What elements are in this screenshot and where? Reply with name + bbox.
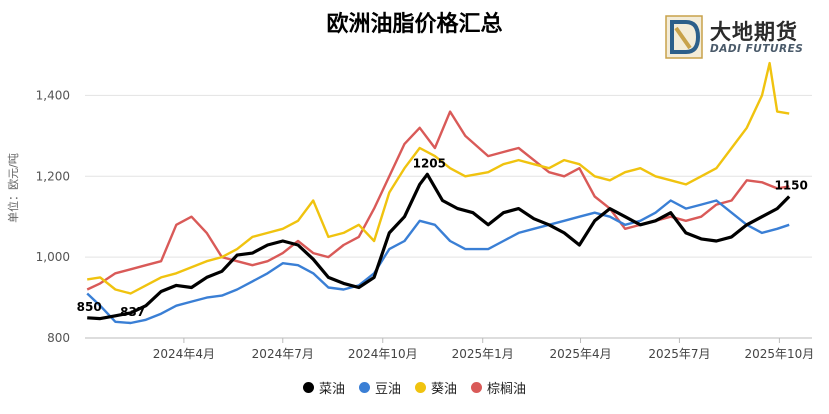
data-label: 850	[77, 300, 102, 314]
series-line-0	[87, 172, 791, 321]
logo-name: 大地期货	[710, 20, 798, 44]
legend-label: 豆油	[374, 382, 401, 397]
legend-label: 葵油	[431, 382, 458, 397]
data-label: 1205	[413, 156, 446, 170]
legend-swatch	[471, 382, 483, 393]
legend-item-0: 菜油	[302, 378, 345, 397]
legend-item-2: 葵油	[415, 378, 457, 397]
logo-subtitle: DADI FUTURES	[710, 43, 804, 55]
data-label: 837	[120, 305, 145, 319]
series-line-3	[86, 110, 790, 291]
legend-swatch	[358, 382, 370, 393]
y-tick-label: 800	[47, 331, 70, 345]
x-tick-label: 2024年10月	[348, 347, 418, 361]
x-tick-label: 2025年1月	[452, 347, 514, 361]
legend-item-3: 棕榈油	[471, 378, 526, 397]
legend-swatch	[415, 382, 426, 393]
series-line-2	[87, 61, 790, 295]
legend-label: 棕榈油	[487, 382, 527, 397]
x-tick-label: 2025年4月	[549, 347, 611, 361]
y-tick-label: 1,000	[36, 250, 70, 264]
x-tick-label: 2024年7月	[252, 347, 314, 361]
legend-swatch	[302, 382, 314, 393]
series-line-1	[86, 199, 790, 325]
legend-label: 菜油	[318, 382, 345, 397]
x-tick-label: 2025年7月	[648, 347, 710, 361]
x-tick-label: 2024年4月	[153, 347, 215, 361]
x-tick-label: 2025年10月	[744, 347, 814, 361]
y-tick-label: 1,200	[36, 169, 70, 183]
logo-mark-icon	[665, 15, 703, 59]
company-logo: 大地期货 DADI FUTURES	[664, 14, 824, 62]
data-label: 1150	[774, 179, 807, 193]
legend-item-1: 豆油	[358, 378, 401, 397]
chart-legend: 菜油 豆油 葵油 棕榈油	[0, 378, 829, 397]
y-tick-label: 1,400	[36, 88, 70, 102]
chart-title: 欧洲油脂价格汇总	[326, 12, 503, 37]
